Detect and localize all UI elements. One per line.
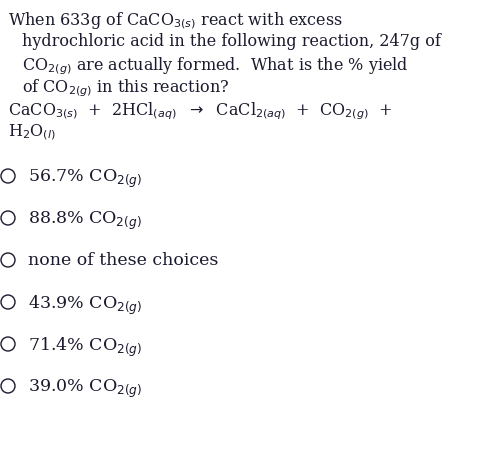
- Text: CaCO$_{3(s)}$  +  2HCl$_{(aq)}$  $\rightarrow$  CaCl$_{2(aq)}$  +  CO$_{2(g)}$  : CaCO$_{3(s)}$ + 2HCl$_{(aq)}$ $\rightarr…: [8, 100, 392, 122]
- Text: hydrochloric acid in the following reaction, 247g of: hydrochloric acid in the following react…: [22, 33, 441, 50]
- Text: 56.7% CO$_{2(g)}$: 56.7% CO$_{2(g)}$: [28, 168, 142, 190]
- Text: 39.0% CO$_{2(g)}$: 39.0% CO$_{2(g)}$: [28, 378, 142, 400]
- Text: When 633g of CaCO$_{3(s)}$ react with excess: When 633g of CaCO$_{3(s)}$ react with ex…: [8, 10, 343, 31]
- Text: H$_{2}$O$_{(l)}$: H$_{2}$O$_{(l)}$: [8, 122, 56, 142]
- Text: of CO$_{2(g)}$ in this reaction?: of CO$_{2(g)}$ in this reaction?: [22, 77, 229, 99]
- Text: 71.4% CO$_{2(g)}$: 71.4% CO$_{2(g)}$: [28, 336, 142, 359]
- Text: none of these choices: none of these choices: [28, 252, 218, 269]
- Text: 88.8% CO$_{2(g)}$: 88.8% CO$_{2(g)}$: [28, 210, 142, 232]
- Text: CO$_{2(g)}$ are actually formed.  What is the % yield: CO$_{2(g)}$ are actually formed. What is…: [22, 55, 409, 77]
- Text: 43.9% CO$_{2(g)}$: 43.9% CO$_{2(g)}$: [28, 294, 142, 317]
